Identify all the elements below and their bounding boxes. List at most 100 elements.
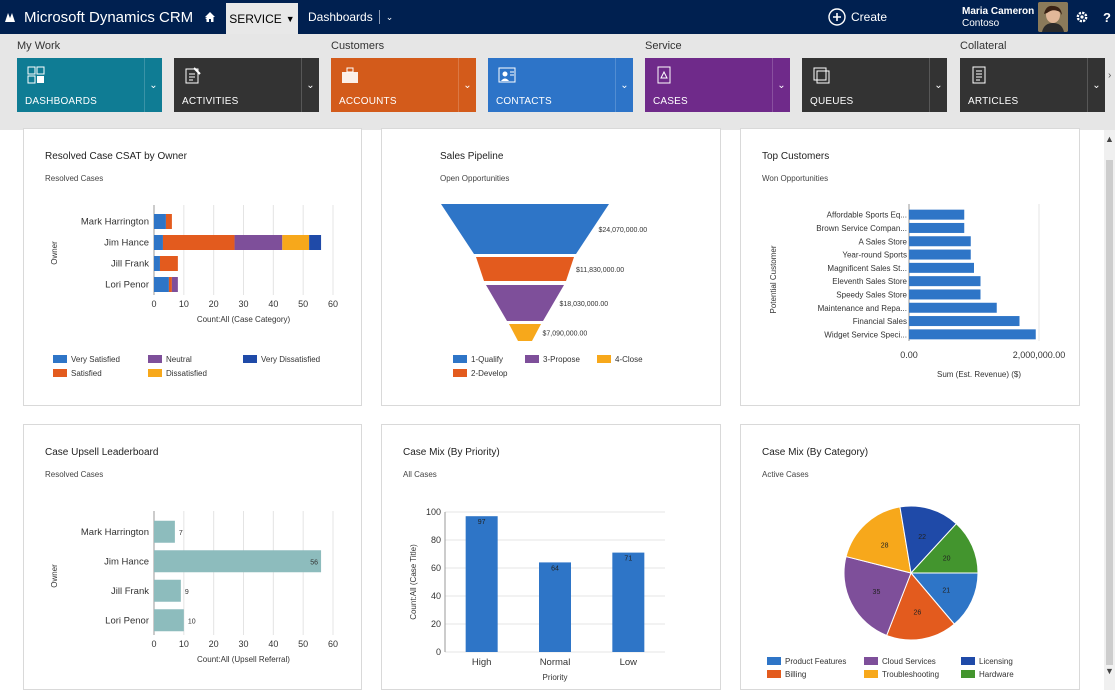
tile-queues[interactable]: QUEUES ⌄: [802, 58, 947, 112]
chart-subtitle: Active Cases: [762, 470, 809, 479]
expand-icon[interactable]: ⌄: [772, 58, 790, 112]
x-tick-label: 2,000,000.00: [1013, 350, 1066, 360]
service-tab[interactable]: SERVICE ▼: [226, 3, 298, 34]
user-info[interactable]: Maria Cameron Contoso: [962, 6, 1034, 30]
category-label: Financial Sales: [853, 317, 907, 326]
bar: [909, 276, 981, 287]
data-label: 71: [624, 556, 632, 563]
legend-swatch: [525, 355, 539, 363]
dashboards-tab-label: Dashboards: [308, 10, 373, 24]
expand-icon[interactable]: ⌄: [301, 58, 319, 112]
x-tick-label: Low: [620, 657, 638, 668]
legend-swatch: [148, 355, 162, 363]
legend-label: Very Dissatisfied: [261, 355, 320, 364]
scroll-up-icon[interactable]: ▲: [1105, 134, 1114, 144]
x-tick-label: 50: [298, 639, 308, 649]
expand-icon[interactable]: ⌄: [615, 58, 633, 112]
y-axis-title: Owner: [50, 241, 59, 265]
tile-articles[interactable]: ARTICLES ⌄: [960, 58, 1105, 112]
data-label: $11,830,000.00: [576, 267, 624, 274]
category-label: Jim Hance: [104, 556, 149, 567]
x-tick-label: 60: [328, 299, 338, 309]
articles-icon: [972, 66, 986, 84]
tile-label: CASES: [653, 96, 688, 107]
vertical-scrollbar[interactable]: ▲ ▼: [1104, 130, 1115, 690]
chart-subtitle: Resolved Cases: [45, 174, 104, 183]
dynamics-logo-icon: [5, 13, 15, 22]
pipeline-chart: $24,070,000.00 $11,830,000.00 $18,030,000.…: [441, 204, 647, 378]
legend-label: 1-Qualify: [471, 355, 503, 364]
upsell-chart: 0 10 20 30 40 50 60 Mark Harrington 7 Jim Hance 56…: [50, 511, 338, 664]
tile-contacts[interactable]: CONTACTS ⌄: [488, 58, 633, 112]
y-tick-label: 20: [431, 619, 441, 629]
chart-subtitle: Resolved Cases: [45, 470, 104, 479]
tile-accounts[interactable]: ACCOUNTS ⌄: [331, 58, 476, 112]
topcust-chart: 0.00 2,000,000.00 Affordable Sports Eq... B…: [769, 204, 1066, 379]
tile-label: CONTACTS: [496, 96, 552, 107]
scroll-thumb[interactable]: [1106, 160, 1113, 665]
cases-icon: [657, 66, 671, 84]
legend-swatch: [453, 369, 467, 377]
bar-segment: [154, 277, 169, 292]
bar-segment: [154, 214, 166, 229]
tile-dashboards[interactable]: DASHBOARDS ⌄: [17, 58, 162, 112]
chart-title: Case Mix (By Category): [762, 447, 869, 458]
chevron-down-icon: ▼: [285, 13, 295, 24]
home-button[interactable]: [196, 0, 224, 34]
expand-icon[interactable]: ⌄: [458, 58, 476, 112]
chevron-right-icon[interactable]: ›: [1108, 70, 1112, 81]
pie-slice: [909, 522, 979, 574]
legend-label: Dissatisfied: [166, 369, 207, 378]
chart-title: Case Mix (By Priority): [403, 447, 500, 458]
service-tab-label: SERVICE: [229, 11, 282, 26]
x-tick-label: 10: [179, 639, 189, 649]
expand-icon[interactable]: ⌄: [144, 58, 162, 112]
category-label: Lori Penor: [105, 280, 149, 291]
data-label: 22: [918, 534, 926, 541]
expand-icon[interactable]: ⌄: [1087, 58, 1105, 112]
chart-subtitle: Open Opportunities: [440, 174, 510, 183]
legend-swatch: [243, 355, 257, 363]
legend-swatch: [864, 657, 878, 665]
category-label: Jill Frank: [111, 586, 149, 597]
x-tick-label: 0: [151, 639, 156, 649]
category-label: Maintenance and Repa...: [818, 304, 907, 313]
bar: [154, 609, 184, 632]
bar: [612, 552, 645, 652]
dashboards-tab[interactable]: Dashboards ⌄: [308, 0, 393, 34]
legend-swatch: [767, 657, 781, 665]
card-priority: Case Mix (By Priority) All Cases 0 20 40 60…: [381, 424, 721, 690]
divider: [378, 10, 380, 24]
help-button[interactable]: ?: [1103, 9, 1111, 25]
x-tick-label: 0: [151, 299, 156, 309]
data-label: $18,030,000.00: [560, 301, 609, 308]
bar: [909, 302, 997, 313]
bar: [909, 209, 965, 220]
app-title-menu[interactable]: Microsoft Dynamics CRM ⌄: [4, 0, 212, 34]
accounts-icon: [342, 67, 358, 83]
pie-slice: [843, 555, 912, 637]
bar-segment: [171, 277, 178, 292]
legend-swatch: [961, 657, 975, 665]
category-label: Speedy Sales Store: [836, 290, 907, 299]
funnel-segment: [476, 257, 574, 281]
category-label: Jill Frank: [111, 259, 149, 270]
tile-label: QUEUES: [810, 96, 854, 107]
tile-cases[interactable]: CASES ⌄: [645, 58, 790, 112]
expand-icon[interactable]: ⌄: [929, 58, 947, 112]
data-label: 10: [188, 618, 196, 625]
create-button[interactable]: Create: [828, 0, 887, 34]
avatar[interactable]: [1038, 2, 1068, 32]
tile-activities[interactable]: ACTIVITIES ⌄: [174, 58, 319, 112]
bar-segment: [168, 277, 172, 292]
settings-button[interactable]: [1072, 0, 1092, 34]
legend-label: Product Features: [785, 657, 846, 666]
group-label-my-work: My Work: [17, 40, 61, 52]
scroll-down-icon[interactable]: ▼: [1105, 666, 1114, 676]
data-label: 7: [179, 530, 183, 537]
legend-swatch: [453, 355, 467, 363]
x-tick-label: Normal: [540, 657, 571, 668]
legend-swatch: [961, 670, 975, 678]
chart-subtitle: All Cases: [403, 470, 437, 479]
